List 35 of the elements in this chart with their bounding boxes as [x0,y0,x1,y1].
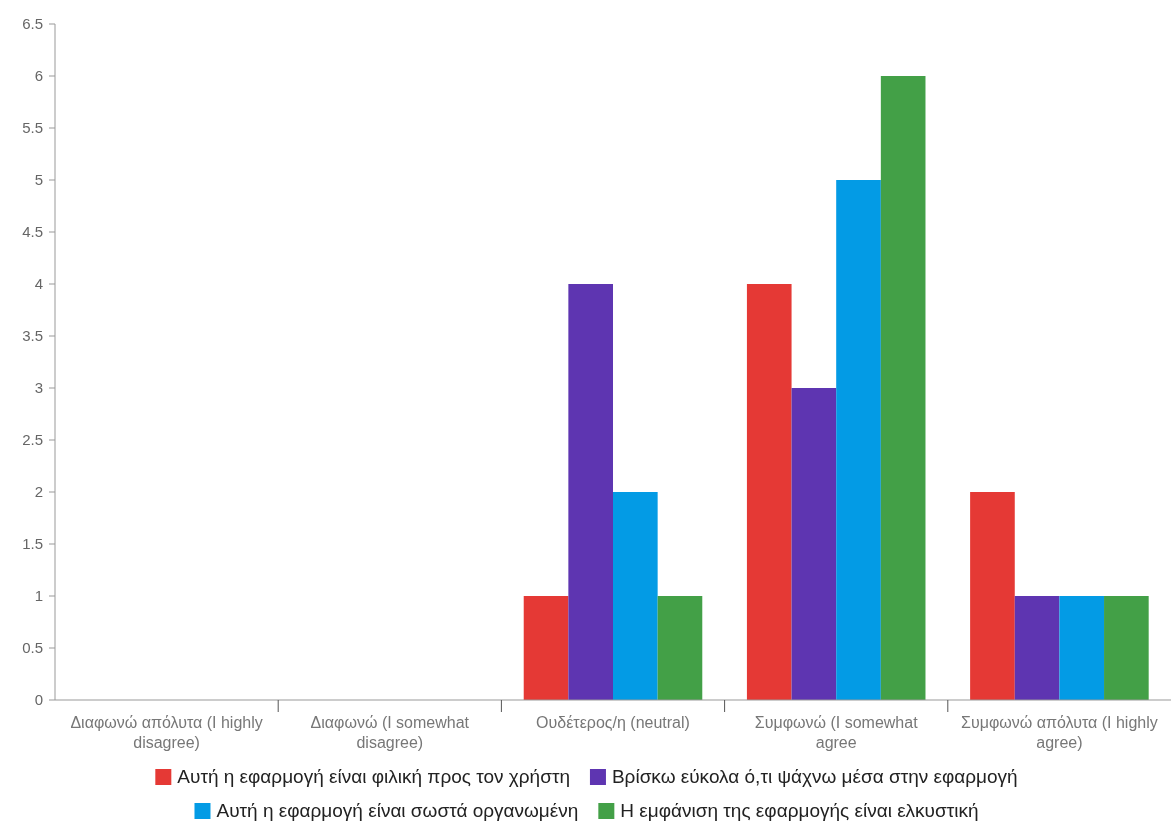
bar [1059,596,1105,700]
y-tick-label: 6 [34,67,43,85]
bar [568,284,613,700]
y-tick-label: 6.5 [22,15,43,33]
bar [970,492,1015,700]
bar [657,596,703,700]
legend-label: Βρίσκω εύκολα ό,τι ψάχνω μέσα στην εφαρμογή [611,766,1018,787]
x-tick-label: Συμφωνώ (I somewhat agree [754,714,919,751]
bar [1104,596,1149,700]
y-tick-label: 1.5 [22,535,43,553]
x-tick-label: Ουδέτερος/η (neutral) [536,714,690,731]
bar [523,596,569,700]
bar [836,180,881,700]
x-tick-label: Διαφωνώ (I somewhat disagree) [310,714,470,751]
bar [613,492,658,700]
bar [1014,596,1060,700]
y-tick-label: 3 [34,379,43,397]
bar [791,388,837,700]
bar [746,284,792,700]
bar [880,76,926,700]
legend-label: Η εμφάνιση της εφαρμογής είναι ελκυστική [620,800,979,821]
x-tick-label: Συμφωνώ απόλυτα (I highly agree) [961,714,1158,751]
y-tick-label: 2.5 [22,431,43,449]
y-tick-label: 0.5 [22,639,43,657]
y-tick-label: 2 [34,483,43,501]
y-tick-label: 5 [34,171,43,189]
y-tick-label: 4 [34,275,43,293]
y-tick-label: 0 [34,691,43,709]
legend-label: Αυτή η εφαρμογή είναι φιλική προς τον χρήστη [177,766,570,787]
legend-label: Αυτή η εφαρμογή είναι σωστά οργανωμένη [216,800,579,821]
y-tick-label: 1 [34,587,43,605]
x-tick-label: Διαφωνώ απόλυτα (I highly disagree) [70,714,263,751]
y-tick-label: 4.5 [22,223,43,241]
y-tick-label: 5.5 [22,119,43,137]
y-tick-label: 3.5 [22,327,43,345]
